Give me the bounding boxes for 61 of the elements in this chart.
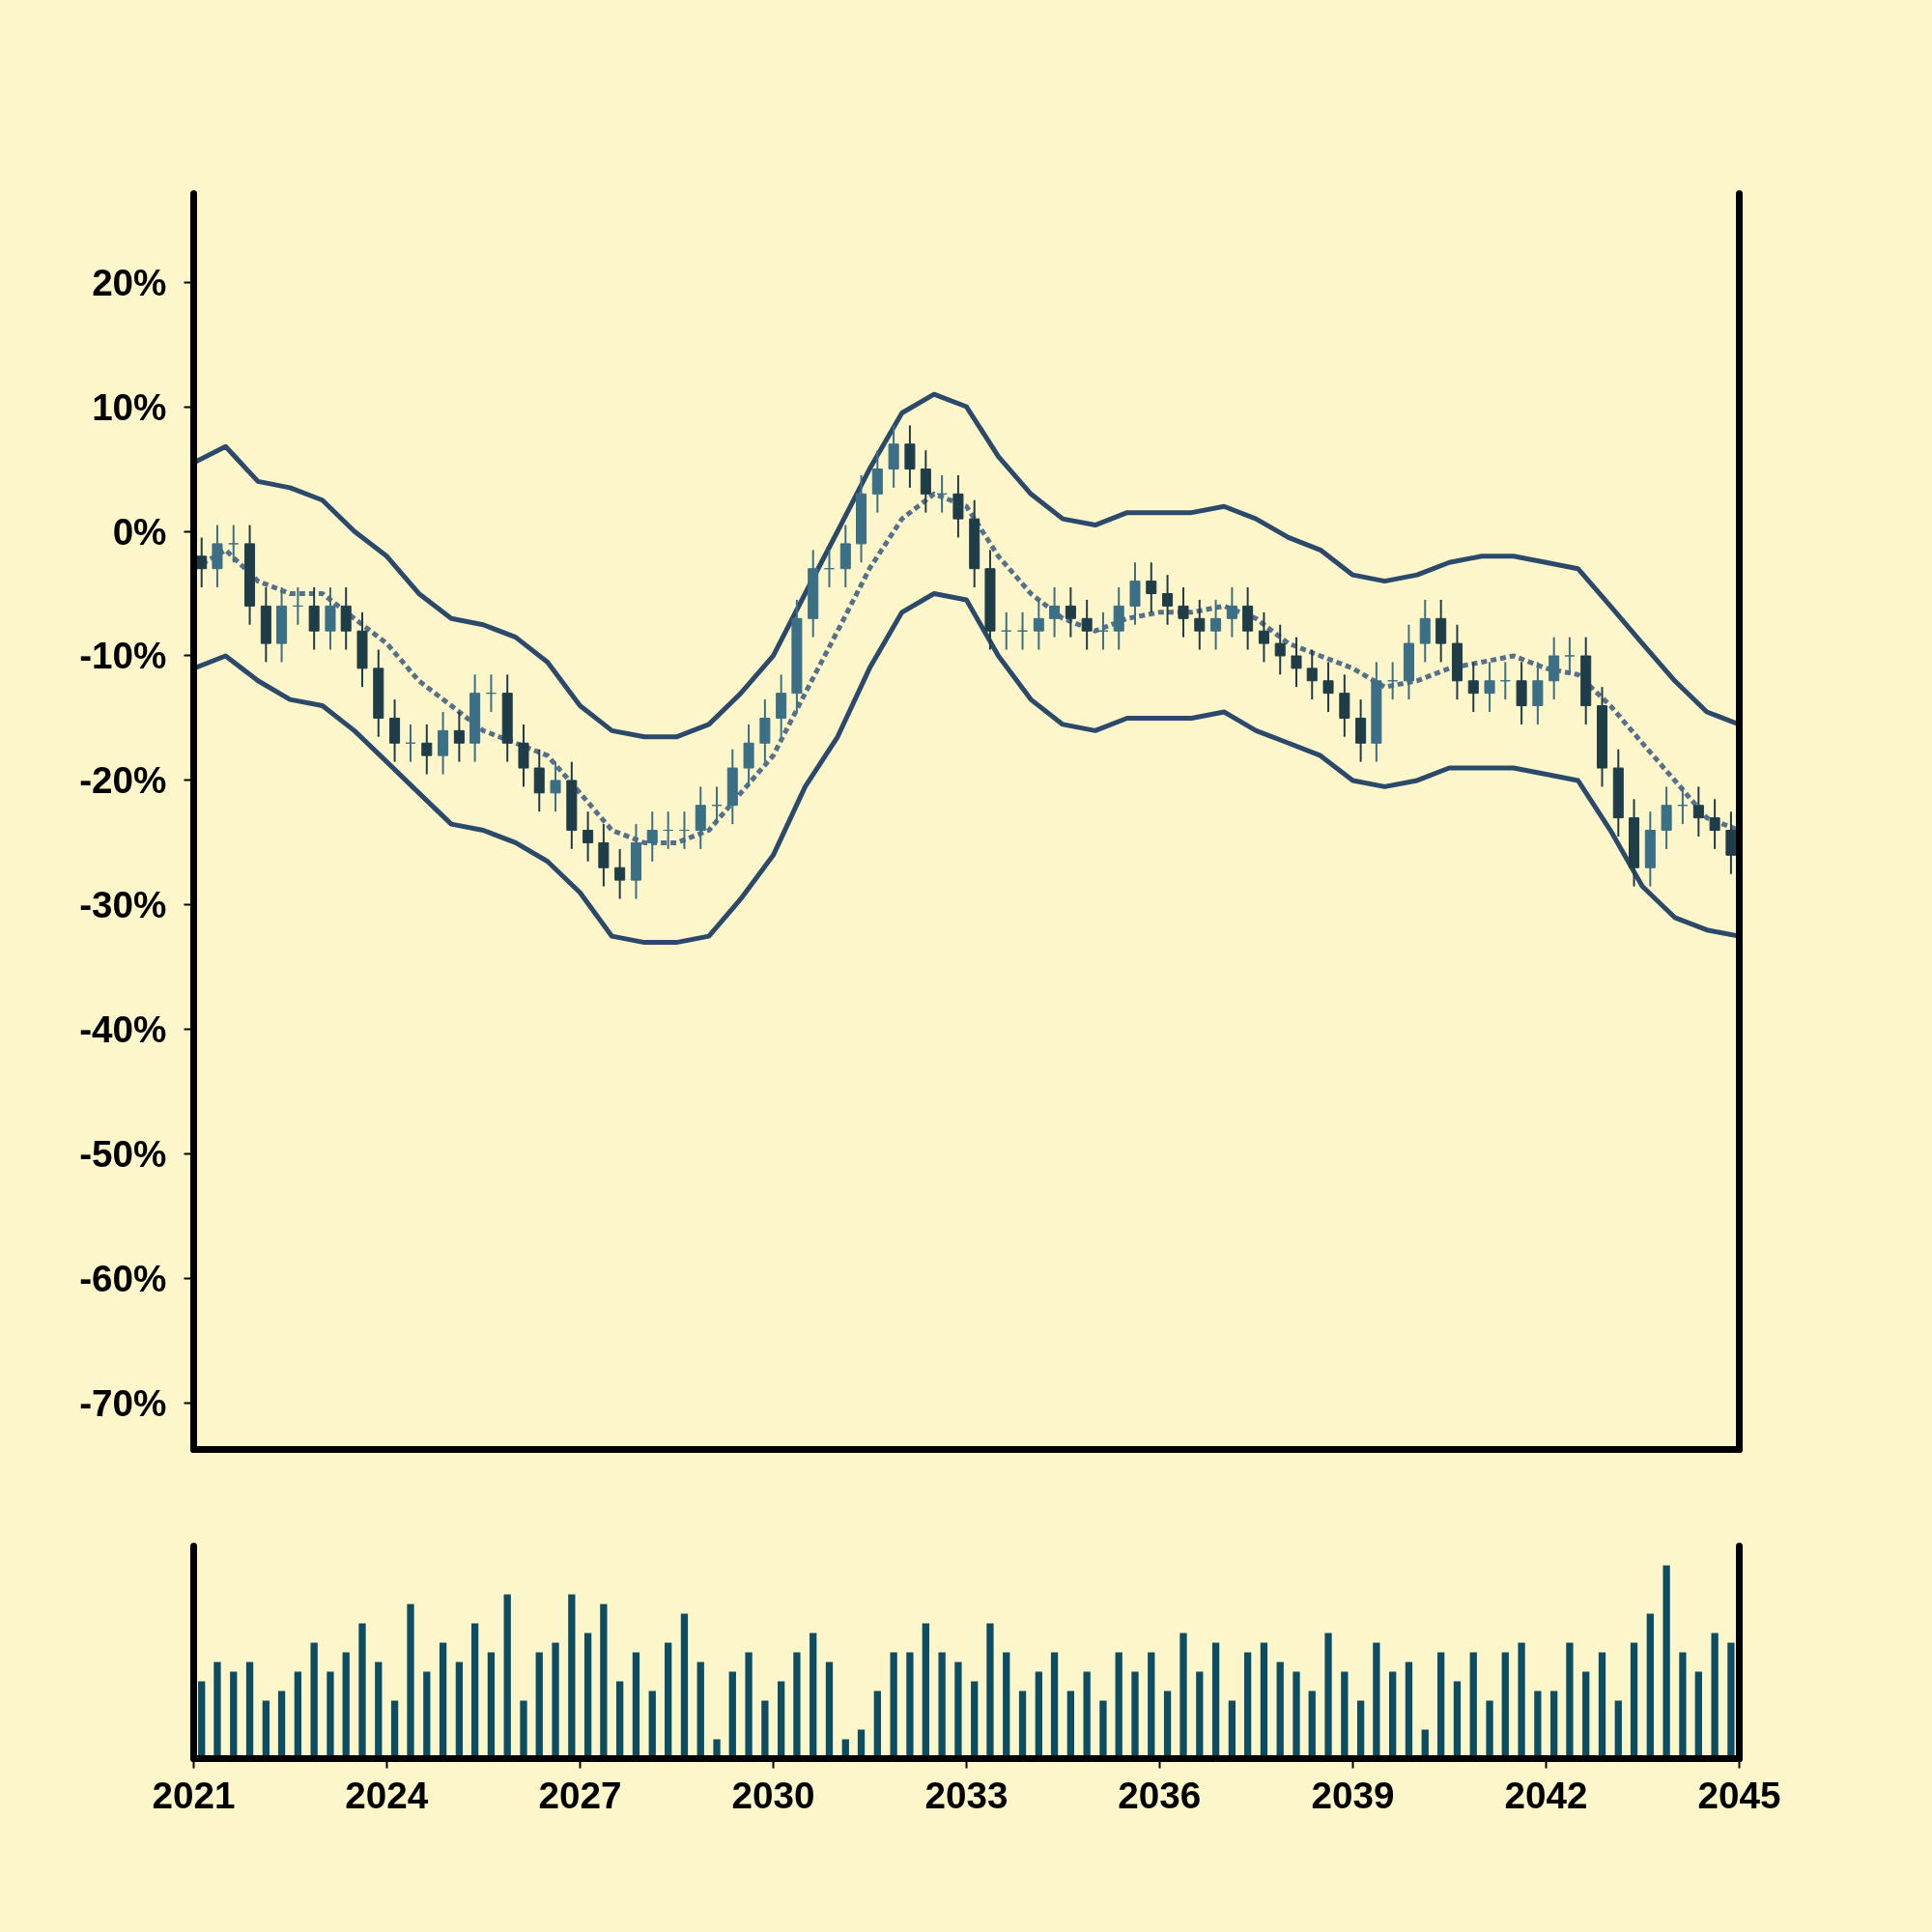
candlestick [1484, 661, 1495, 714]
candlestick [1387, 661, 1399, 701]
candlestick [1178, 586, 1189, 639]
candlestick [1467, 661, 1479, 714]
candlestick [421, 723, 433, 776]
x-tick-label: 2036 [1118, 1774, 1202, 1816]
candlestick [582, 810, 594, 863]
x-tick-label: 2027 [538, 1774, 622, 1816]
candlestick [550, 760, 561, 813]
candlestick [1033, 598, 1044, 651]
x-tick-label: 2033 [924, 1774, 1009, 1816]
candlestick [1194, 598, 1206, 651]
x-tick-label: 2021 [152, 1774, 236, 1816]
candlestick [711, 785, 723, 826]
candlestick [196, 536, 208, 589]
candlestick [1258, 611, 1269, 664]
y-tick-label: 20% [92, 261, 167, 303]
candlestick [1146, 561, 1157, 613]
candlestick [405, 723, 416, 763]
candlestick [1162, 574, 1174, 626]
x-tick-label: 2042 [1504, 1774, 1588, 1816]
candlestick [1049, 586, 1061, 639]
y-tick-label: -30% [79, 884, 167, 926]
y-tick-label: -20% [79, 759, 167, 802]
candlestick [485, 673, 497, 714]
candlestick [663, 810, 674, 850]
y-tick-label: -50% [79, 1133, 167, 1176]
y-tick-label: -10% [79, 635, 167, 677]
candlestick [1322, 661, 1334, 714]
candlestick [823, 549, 836, 589]
candlestick [1065, 586, 1076, 639]
candlestick [1306, 648, 1318, 701]
candlestick [1097, 611, 1109, 651]
candlestick [453, 711, 465, 763]
candlestick [292, 586, 303, 626]
x-tick-label: 2045 [1697, 1774, 1781, 1816]
candlestick [614, 847, 626, 900]
x-tick-label: 2039 [1311, 1774, 1395, 1816]
y-tick-label: -60% [79, 1258, 167, 1300]
y-tick-label: -70% [79, 1382, 167, 1425]
y-tick-label: 10% [92, 385, 167, 428]
y-tick-label: -40% [79, 1009, 167, 1051]
candlestick [1081, 598, 1093, 651]
candlestick [1499, 661, 1511, 701]
candlestick [1709, 798, 1720, 850]
candlestick [1692, 785, 1704, 838]
candlestick [1677, 785, 1689, 826]
candlestick [1274, 623, 1286, 676]
candlestick [1291, 636, 1302, 689]
y-tick-label: 0% [112, 510, 167, 553]
x-tick-label: 2024 [345, 1774, 429, 1816]
candlestick [228, 524, 240, 564]
candlestick [1226, 586, 1237, 639]
x-tick-label: 2030 [731, 1774, 815, 1816]
candlestick [678, 810, 690, 850]
candlestick [1564, 636, 1576, 676]
candlestick [646, 810, 658, 863]
candlestick [1210, 598, 1222, 651]
candlestick [1001, 611, 1012, 651]
candlestick [936, 473, 948, 514]
candlestick [1017, 611, 1029, 651]
